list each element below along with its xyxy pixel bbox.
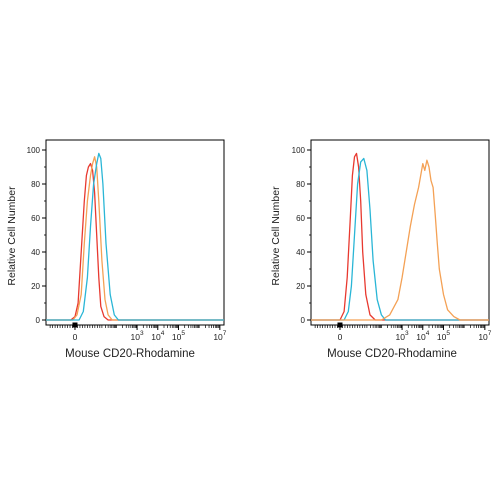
x-tick-label: 107	[478, 330, 491, 342]
y-tick-label: 20	[296, 282, 305, 291]
y-tick-label: 80	[31, 180, 40, 189]
y-tick-label: 0	[36, 316, 41, 325]
y-tick-label: 0	[301, 316, 306, 325]
y-tick-label: 60	[31, 214, 40, 223]
plot-frame	[310, 139, 490, 326]
chart-panel-1: 0 20 40 60 80 100 0 103 104 105 107 Mouse CD20-Rhod…	[6, 139, 227, 360]
histogram-series-2	[311, 157, 489, 321]
x-tick-label: 104	[416, 330, 429, 342]
zero-marker	[337, 322, 343, 328]
histogram-series-1	[46, 162, 224, 321]
x-tick-label: 105	[172, 330, 185, 342]
x-tick-label: 105	[437, 330, 450, 342]
y-tick-label: 20	[31, 282, 40, 291]
histogram-series-1	[311, 152, 489, 321]
x-tick-label: 103	[396, 330, 409, 342]
x-axis-label: Mouse CD20-Rhodamine	[65, 348, 195, 360]
x-tick-label: 0	[73, 332, 78, 342]
y-tick-label: 40	[31, 248, 40, 257]
y-axis-label: Relative Cell Number	[270, 186, 282, 286]
y-tick-label: 100	[292, 146, 306, 155]
histogram-series-2	[46, 156, 224, 321]
x-axis-label: Mouse CD20-Rhodamine	[327, 348, 457, 360]
x-tick-label: 103	[131, 330, 144, 342]
histogram-series-3	[311, 159, 489, 321]
x-tick-label: 104	[151, 330, 164, 342]
histogram-series-3	[46, 152, 224, 321]
y-tick-label: 80	[296, 180, 305, 189]
plot-frame	[45, 139, 225, 326]
y-tick-label: 100	[27, 146, 41, 155]
x-tick-label: 107	[213, 330, 226, 342]
y-tick-label: 40	[296, 248, 305, 257]
y-axis-label: Relative Cell Number	[6, 186, 18, 286]
zero-marker	[72, 322, 78, 328]
y-tick-label: 60	[296, 214, 305, 223]
chart-panel-2: 0 20 40 60 80 100 0 103 104 105 107 Mouse CD20-Rhod…	[270, 139, 492, 360]
x-tick-label: 0	[338, 332, 343, 342]
